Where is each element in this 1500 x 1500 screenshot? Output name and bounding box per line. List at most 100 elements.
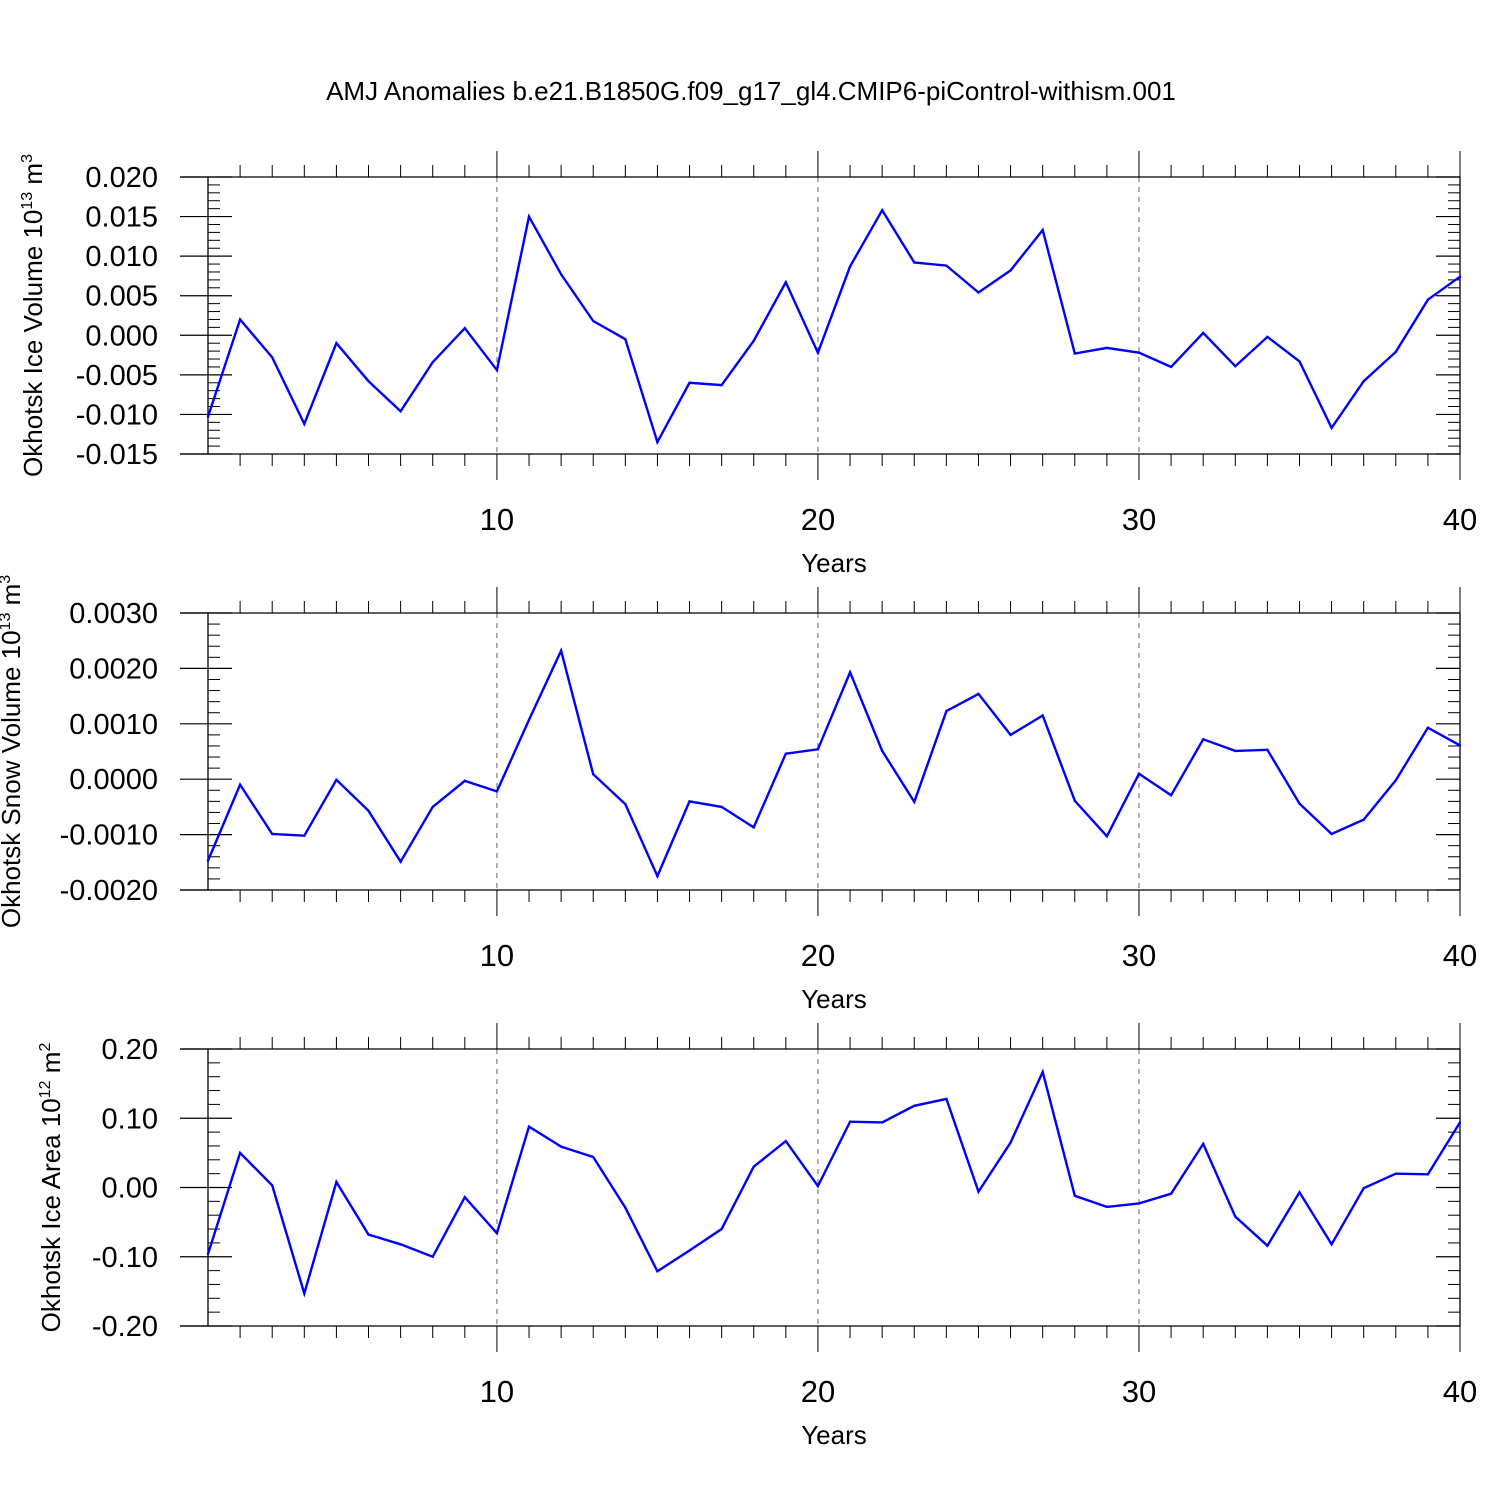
chart-title: AMJ Anomalies b.e21.B1850G.f09_g17_gl4.C… <box>326 76 1176 106</box>
y-axis-label: Okhotsk Ice Volume 1013 m3 <box>18 154 48 477</box>
y-axis-label: Okhotsk Ice Area 1012 m2 <box>36 1043 66 1333</box>
y-tick-label: 0.010 <box>85 241 158 273</box>
data-point <box>303 834 306 837</box>
y-tick-label: 0.015 <box>85 202 158 234</box>
data-point <box>335 1180 338 1184</box>
data-point <box>1041 1070 1044 1074</box>
y-tick-label: 0.000 <box>85 320 158 352</box>
data-point <box>816 351 820 354</box>
panel-2: -0.0020 -0.0010 0.0000 0.0010 0.0020 0.0030 10… <box>0 575 1477 1014</box>
y-tick-label: 0.10 <box>102 1103 158 1135</box>
data-point <box>495 368 499 372</box>
x-tick-label: 10 <box>480 1374 514 1409</box>
data-point <box>1298 802 1301 805</box>
data-point <box>848 671 852 674</box>
data-point <box>880 209 884 212</box>
y-tick-label: 0.005 <box>85 281 158 313</box>
data-point <box>1458 275 1462 278</box>
data-point <box>495 790 499 793</box>
data-point <box>1073 352 1076 355</box>
data-point <box>1234 1215 1237 1218</box>
data-point <box>399 410 402 413</box>
data-point <box>1362 1186 1365 1190</box>
x-tick-label: 30 <box>1122 502 1156 537</box>
y-axis-label-part: m <box>36 1052 66 1081</box>
x-axis-label: Years <box>801 1420 867 1450</box>
y-axis-label-part: m <box>18 163 48 192</box>
data-point <box>1266 748 1269 752</box>
y-axis-label: Okhotsk Snow Volume 1013 m3 <box>0 575 26 928</box>
x-tick-label: 20 <box>801 1374 835 1409</box>
data-point <box>303 422 306 426</box>
data-point <box>848 1120 852 1123</box>
data-point <box>977 291 980 294</box>
data-point <box>688 1249 691 1252</box>
x-axis-label: Years <box>801 984 867 1014</box>
data-point <box>431 1255 434 1258</box>
data-point <box>816 748 820 751</box>
x-tick-label: 10 <box>480 938 514 973</box>
data-point <box>656 440 659 444</box>
y-tick-label: -0.005 <box>76 360 158 392</box>
data-point <box>945 264 948 267</box>
data-point <box>592 1155 595 1159</box>
data-point <box>431 360 434 364</box>
data-point <box>495 1232 499 1235</box>
data-point <box>1105 835 1109 838</box>
data-point <box>1169 794 1173 797</box>
data-point <box>624 802 627 806</box>
data-point <box>1169 365 1173 369</box>
x-tick-label: 40 <box>1443 502 1477 537</box>
data-point <box>848 265 852 268</box>
data-point <box>431 805 434 809</box>
data-point <box>1137 772 1141 775</box>
y-axis-label-part: 3 <box>0 575 14 584</box>
data-point <box>1298 1191 1301 1194</box>
y-axis-label-part: Okhotsk Ice Area 10 <box>36 1098 66 1332</box>
data-point <box>1073 1194 1076 1198</box>
data-point <box>656 1270 659 1273</box>
x-tick-label: 40 <box>1443 938 1477 973</box>
y-axis-label-part: 13 <box>0 613 14 631</box>
data-point <box>1394 1172 1397 1175</box>
data-point <box>1458 1121 1462 1124</box>
data-point <box>688 381 691 384</box>
data-point <box>1266 1244 1269 1247</box>
data-point <box>913 1104 916 1107</box>
data-point <box>463 326 467 330</box>
x-tick-label: 20 <box>801 502 835 537</box>
y-tick-label: 0.0000 <box>69 764 158 796</box>
x-tick-label: 20 <box>801 938 835 973</box>
data-point <box>1201 1142 1205 1146</box>
data-point <box>1298 360 1301 363</box>
x-tick-label: 10 <box>480 502 514 537</box>
data-point <box>1137 351 1141 354</box>
data-point <box>1330 1243 1333 1246</box>
y-axis-label-part: 2 <box>37 1043 54 1052</box>
y-tick-label: -0.0020 <box>60 875 158 907</box>
data-point <box>559 649 563 652</box>
y-tick-label: 0.00 <box>102 1173 158 1205</box>
data-point <box>1330 832 1333 836</box>
y-tick-label: -0.015 <box>76 439 158 471</box>
data-point <box>1394 350 1397 354</box>
data-point <box>1105 346 1109 350</box>
data-point <box>1041 228 1044 232</box>
data-point <box>816 1184 820 1188</box>
data-point <box>1009 269 1012 272</box>
data-point <box>271 832 274 836</box>
x-tick-label: 30 <box>1122 1374 1156 1409</box>
data-point <box>977 1190 980 1193</box>
y-tick-label: 0.20 <box>102 1034 158 1066</box>
data-point <box>913 800 916 804</box>
y-tick-label: -0.010 <box>76 399 158 431</box>
data-point <box>977 692 980 696</box>
y-axis-label-part: 3 <box>19 154 36 163</box>
y-tick-label: 0.0010 <box>69 709 158 741</box>
data-point <box>367 809 370 812</box>
y-axis-label-part: m <box>0 584 26 613</box>
data-point <box>559 1145 563 1148</box>
data-point <box>559 273 563 276</box>
data-point <box>1105 1205 1109 1209</box>
data-point <box>527 215 531 218</box>
